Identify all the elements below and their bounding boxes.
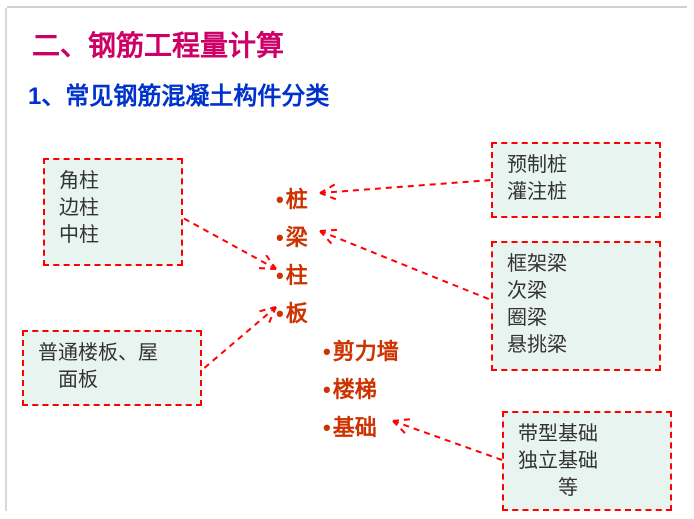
central-label: 板 [286, 301, 308, 326]
callout-line: 边柱 [59, 195, 167, 222]
central-item-column: •柱 [276, 258, 308, 290]
central-label: 柱 [286, 263, 308, 288]
callout-line: 框架梁 [507, 251, 645, 278]
callout-line: 面板 [38, 367, 186, 394]
section-title: 二、钢筋工程量计算 [32, 24, 284, 64]
central-label: 梁 [286, 225, 308, 250]
top-rule [7, 6, 687, 8]
callout-line: 角柱 [59, 168, 167, 195]
callout-line: 悬挑梁 [507, 332, 645, 359]
central-item-pile: •桩 [276, 182, 308, 214]
callout-column-types: 角柱 边柱 中柱 [43, 158, 183, 266]
central-item-beam: •梁 [276, 220, 308, 252]
central-item-shearwall: •剪力墙 [323, 334, 399, 366]
callout-line: 独立基础 [518, 448, 656, 475]
callout-line: 灌注桩 [507, 179, 645, 206]
callout-beam-types: 框架梁 次梁 圈梁 悬挑梁 [491, 241, 661, 371]
central-item-stair: •楼梯 [323, 372, 377, 404]
callout-slab-types: 普通楼板、屋 面板 [22, 330, 202, 406]
side-rule [5, 8, 7, 511]
central-label: 桩 [286, 187, 308, 212]
callout-line: 普通楼板、屋 [38, 340, 186, 367]
subsection-title: 1、常见钢筋混凝土构件分类 [28, 76, 329, 111]
central-label: 楼梯 [333, 377, 377, 402]
callout-line: 等 [518, 475, 656, 502]
callout-line: 中柱 [59, 222, 167, 249]
central-label: 基础 [333, 415, 377, 440]
callout-line: 带型基础 [518, 421, 656, 448]
callout-line: 次梁 [507, 278, 645, 305]
callout-foundation-types: 带型基础 独立基础 等 [502, 411, 672, 511]
central-label: 剪力墙 [333, 339, 399, 364]
callout-line: 预制桩 [507, 152, 645, 179]
callout-line: 圈梁 [507, 305, 645, 332]
central-item-slab: •板 [276, 296, 308, 328]
callout-precast-pile: 预制桩 灌注桩 [491, 142, 661, 218]
central-item-foundation: •基础 [323, 410, 377, 442]
